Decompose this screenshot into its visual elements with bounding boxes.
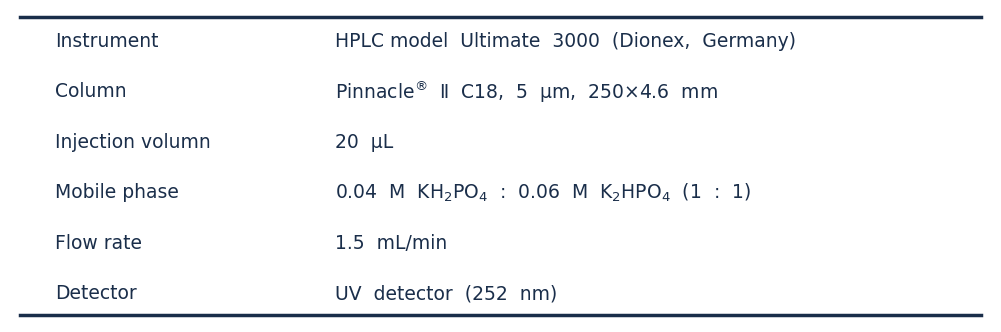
Text: UV  detector  (252  nm): UV detector (252 nm)	[335, 284, 558, 303]
Text: 1.5  mL/min: 1.5 mL/min	[335, 234, 447, 253]
Text: HPLC model  Ultimate  3000  (Dionex,  Germany): HPLC model Ultimate 3000 (Dionex, German…	[335, 32, 797, 51]
Text: Flow rate: Flow rate	[55, 234, 142, 253]
Text: Mobile phase: Mobile phase	[55, 183, 179, 203]
Text: 20  μL: 20 μL	[335, 133, 393, 152]
Text: 0.04  M  KH$_{2}$PO$_{4}$  :  0.06  M  K$_{2}$HPO$_{4}$  (1  :  1): 0.04 M KH$_{2}$PO$_{4}$ : 0.06 M K$_{2}$…	[335, 182, 751, 204]
Text: Instrument: Instrument	[55, 32, 158, 51]
Text: Column: Column	[55, 82, 127, 102]
Text: Detector: Detector	[55, 284, 137, 303]
Text: Pinnacle$^{\mathregular{\circledR}}$  Ⅱ  C18,  5  μm,  250×4.6  mm: Pinnacle$^{\mathregular{\circledR}}$ Ⅱ C…	[335, 79, 718, 105]
Text: Injection volumn: Injection volumn	[55, 133, 211, 152]
